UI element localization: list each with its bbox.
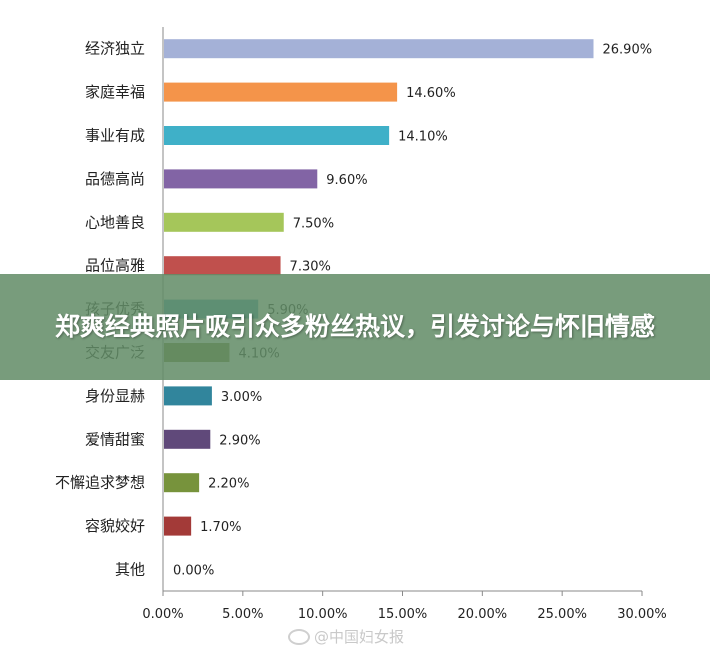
bar — [164, 516, 192, 536]
x-tick-label: 20.00% — [458, 607, 508, 622]
watermark-text: @中国妇女报 — [314, 628, 405, 646]
value-label: 1.70% — [200, 520, 241, 535]
value-label: 2.90% — [219, 433, 260, 448]
bar — [164, 126, 390, 145]
value-label: 7.50% — [293, 216, 334, 231]
category-label: 不懈追求梦想 — [55, 474, 145, 492]
category-label: 其他 — [115, 561, 145, 579]
value-label: 3.00% — [221, 390, 262, 405]
category-label: 爱情甜蜜 — [85, 430, 145, 448]
category-label: 身份显赫 — [85, 387, 145, 405]
bar — [164, 386, 212, 406]
bar — [164, 429, 211, 449]
category-label: 品德高尚 — [85, 170, 145, 188]
x-tick-label: 30.00% — [617, 607, 667, 622]
x-tick-label: 5.00% — [222, 607, 263, 622]
bar — [164, 39, 594, 59]
category-label: 心地善良 — [85, 213, 145, 231]
value-label: 14.60% — [406, 86, 456, 101]
category-label: 家庭幸福 — [85, 83, 145, 101]
value-label: 7.30% — [290, 260, 331, 275]
value-label: 26.90% — [603, 43, 653, 58]
x-tick-label: 0.00% — [142, 607, 183, 622]
value-label: 0.00% — [173, 564, 214, 579]
x-tick-label: 25.00% — [537, 607, 587, 622]
value-label: 2.20% — [208, 477, 249, 492]
value-label: 9.60% — [326, 173, 367, 188]
title-banner: 郑爽经典照片吸引众多粉丝热议，引发讨论与怀旧情感 — [0, 274, 710, 380]
category-label: 容貌姣好 — [85, 517, 145, 535]
watermark: @中国妇女报 — [288, 626, 404, 647]
x-tick-label: 10.00% — [298, 607, 348, 622]
x-tick-label: 15.00% — [378, 607, 428, 622]
bar — [164, 256, 281, 276]
banner-title: 郑爽经典照片吸引众多粉丝热议，引发讨论与怀旧情感 — [54, 312, 655, 341]
bar — [164, 82, 398, 102]
category-label: 事业有成 — [85, 127, 145, 145]
bar — [164, 473, 200, 493]
x-tick-group: 0.00% 5.00% 10.00% 15.00% 20.00% 25.00% 30.00% — [142, 591, 667, 622]
weibo-icon — [288, 628, 310, 645]
category-label: 品位高雅 — [85, 257, 145, 275]
category-label: 经济独立 — [85, 40, 145, 58]
category-label-group: 经济独立家庭幸福事业有成品德高尚心地善良品位高雅孩子优秀交友广泛身份显赫爱情甜蜜… — [55, 40, 145, 579]
value-label: 14.10% — [398, 130, 448, 145]
bar — [164, 169, 318, 189]
bar — [164, 212, 284, 232]
